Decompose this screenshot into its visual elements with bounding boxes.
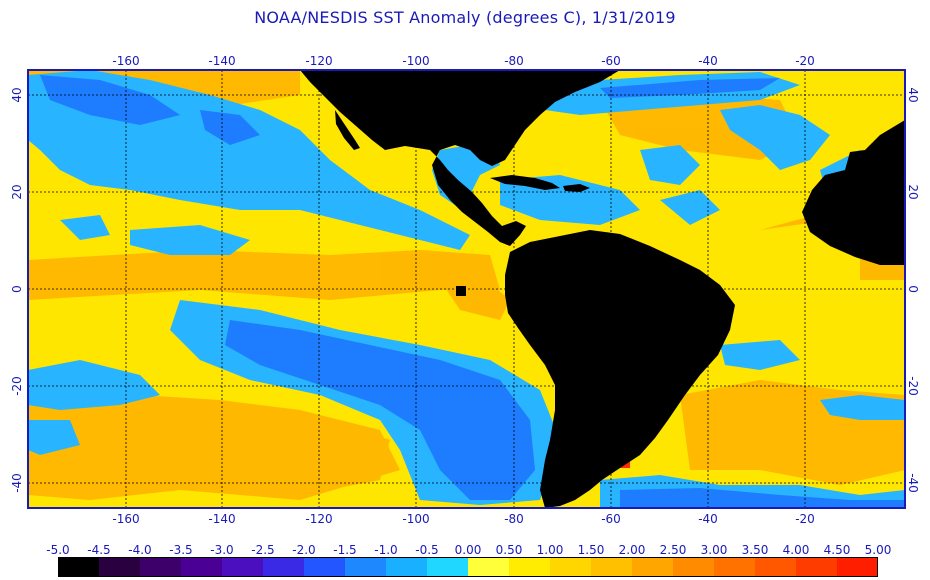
lon-label-bottom: -40 xyxy=(698,512,718,526)
colorbar-swatch xyxy=(468,558,509,577)
lon-label-bottom: -140 xyxy=(208,512,235,526)
colorbar-label: -1.0 xyxy=(374,543,398,557)
europe-africa-land xyxy=(802,70,905,265)
colorbar-label: 3.00 xyxy=(700,543,728,557)
colorbar-label: 2.00 xyxy=(618,543,646,557)
colorbar-label: 2.50 xyxy=(659,543,687,557)
lat-label-right: 20 xyxy=(906,184,920,199)
lon-label-top: -120 xyxy=(305,54,332,68)
colorbar-swatch xyxy=(632,558,673,577)
lon-label-top: -160 xyxy=(112,54,139,68)
lat-label-right: -20 xyxy=(906,376,920,396)
colorbar-label: -0.5 xyxy=(415,543,439,557)
galapagos-land xyxy=(456,286,466,296)
lon-label-top: -40 xyxy=(698,54,718,68)
colorbar-swatch xyxy=(509,558,550,577)
colorbar-swatch xyxy=(263,558,304,577)
map-title: NOAA/NESDIS SST Anomaly (degrees C), 1/3… xyxy=(254,8,676,27)
south-america-land xyxy=(505,230,735,508)
lon-label-bottom: -120 xyxy=(305,512,332,526)
colorbar-label: 1.00 xyxy=(536,543,564,557)
graticule xyxy=(28,70,905,508)
colorbar-label: -1.5 xyxy=(333,543,357,557)
colorbar-label: 5.00 xyxy=(864,543,892,557)
north-america-land xyxy=(300,70,620,246)
colorbar-label: 3.50 xyxy=(741,543,769,557)
lon-label-bottom: -20 xyxy=(795,512,815,526)
lon-label-top: -100 xyxy=(402,54,429,68)
colorbar-swatch xyxy=(550,558,591,577)
colorbar-swatch xyxy=(796,558,837,577)
colorbar-swatch xyxy=(714,558,755,577)
lon-label-bottom: -60 xyxy=(601,512,621,526)
colorbar-label: 4.00 xyxy=(782,543,810,557)
lon-label-bottom: -80 xyxy=(504,512,524,526)
land-masses xyxy=(300,70,905,508)
bottom-longitude-labels: -160 -140 -120 -100 -80 -60 -40 -20 xyxy=(112,512,814,526)
colorbar-label: -2.0 xyxy=(292,543,316,557)
colorbar-label: -5.0 xyxy=(46,543,70,557)
lat-label-left: 0 xyxy=(10,285,24,293)
cuba-land xyxy=(490,175,560,190)
colorbar-swatch xyxy=(99,558,140,577)
lon-label-bottom: -160 xyxy=(112,512,139,526)
colorbar-swatch xyxy=(58,558,99,577)
colorbar-swatch xyxy=(837,558,878,577)
colorbar-label: 4.50 xyxy=(823,543,851,557)
colorbar-swatch xyxy=(673,558,714,577)
colorbar-label: 0.00 xyxy=(454,543,482,557)
lon-label-top: -140 xyxy=(208,54,235,68)
colorbar-swatch xyxy=(222,558,263,577)
colorbar-swatch xyxy=(345,558,386,577)
lat-label-right: -40 xyxy=(906,473,920,493)
colorbar-label: -4.0 xyxy=(128,543,152,557)
sst-anomaly-map: -160 -140 -120 -100 -80 -60 -40 -20 -160… xyxy=(10,54,920,526)
lon-label-top: -60 xyxy=(601,54,621,68)
top-longitude-labels: -160 -140 -120 -100 -80 -60 -40 -20 xyxy=(112,54,814,68)
colorbar-label: -4.5 xyxy=(87,543,111,557)
lat-label-left: 20 xyxy=(10,184,24,199)
lon-label-top: -20 xyxy=(795,54,815,68)
colorbar-label: -3.0 xyxy=(210,543,234,557)
colorbar-swatch xyxy=(591,558,632,577)
lat-label-left: -20 xyxy=(10,376,24,396)
lon-label-top: -80 xyxy=(504,54,524,68)
colorbar-swatch xyxy=(386,558,427,577)
colorbar-swatch xyxy=(755,558,796,577)
colorbar-swatch xyxy=(304,558,345,577)
colorbar-label: -3.5 xyxy=(169,543,193,557)
hispaniola-land xyxy=(563,184,590,192)
map-frame xyxy=(27,69,906,509)
colorbar-swatch xyxy=(427,558,468,577)
lat-label-right: 0 xyxy=(906,285,920,293)
colorbar-label: -2.5 xyxy=(251,543,275,557)
cold-anomaly-areas xyxy=(40,75,905,508)
lat-label-right: 40 xyxy=(906,87,920,102)
colorbar-swatch xyxy=(140,558,181,577)
lat-label-left: -40 xyxy=(10,473,24,493)
left-latitude-labels: 40 20 0 -20 -40 xyxy=(10,87,24,492)
right-latitude-labels: 40 20 0 -20 -40 xyxy=(906,87,920,492)
lat-label-left: 40 xyxy=(10,87,24,102)
colorbar-label: 0.50 xyxy=(495,543,523,557)
colorbar-swatch xyxy=(181,558,222,577)
colorbar-label: 1.50 xyxy=(577,543,605,557)
lon-label-bottom: -100 xyxy=(402,512,429,526)
baja-california-land xyxy=(335,110,360,150)
